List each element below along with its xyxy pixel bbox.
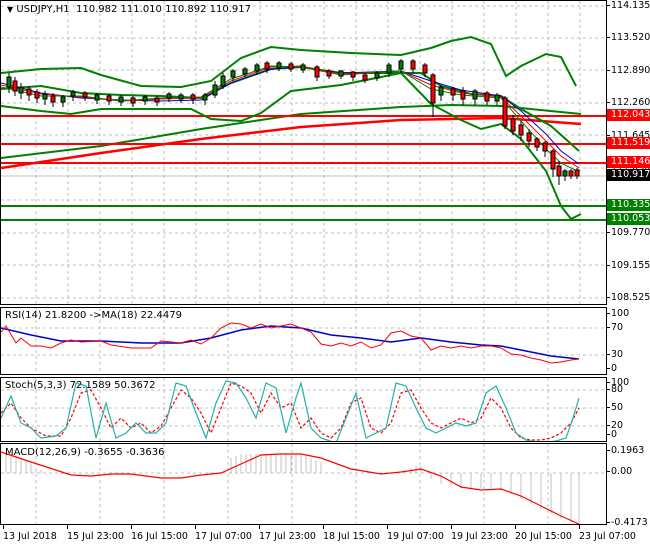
macd-plot (1, 444, 606, 524)
stochastic-panel[interactable]: Stoch(5,3,3) 72.1589 50.3672 (0, 377, 607, 442)
price-tick: 111.645 (606, 130, 650, 141)
level-label-110053: 110.053 (607, 213, 650, 225)
price-tick: 112.890 (606, 65, 650, 76)
rsi-tick: 100 (606, 308, 630, 319)
price-tick: 112.260 (606, 97, 650, 108)
macd-tick: 0.1963 (606, 445, 645, 456)
price-tick: 113.520 (606, 32, 650, 43)
price-plot (1, 1, 606, 304)
rsi-axis: 100 70 30 0 (606, 307, 650, 375)
stoch-plot (1, 378, 606, 441)
rsi-plot (1, 308, 606, 374)
collapse-triangle-icon[interactable]: ▼ (7, 5, 14, 14)
time-tick: 23 Jul 07:00 (579, 531, 636, 542)
time-tick: 18 Jul 15:00 (323, 531, 380, 542)
rsi-tick: 0 (606, 363, 618, 374)
time-tick: 17 Jul 07:00 (195, 531, 252, 542)
macd-tick: -0.4173 (607, 517, 648, 528)
level-label-112043: 112.043 (607, 109, 650, 121)
price-tick: 114.135 (606, 0, 650, 11)
level-label-111519: 111.519 (607, 137, 650, 149)
level-label-111146: 111.146 (607, 156, 650, 168)
current-price-label: 110.917 (607, 169, 650, 181)
time-tick: 19 Jul 07:00 (387, 531, 444, 542)
price-chart-panel[interactable]: ▼ USDJPY,H1 110.982 111.010 110.892 110.… (0, 0, 607, 305)
chart-title: ▼ USDJPY,H1 110.982 111.010 110.892 110.… (7, 4, 251, 15)
time-tick: 16 Jul 15:00 (131, 531, 188, 542)
time-tick: 19 Jul 23:00 (451, 531, 508, 542)
time-tick: 15 Jul 23:00 (67, 531, 124, 542)
symbol-label: USDJPY,H1 (16, 4, 70, 15)
rsi-panel[interactable]: RSI(14) 21.8200 ->MA(18) 22.4479 (0, 307, 607, 375)
stoch-label: Stoch(5,3,3) 72.1589 50.3672 (5, 380, 156, 391)
stoch-tick: 50 (606, 402, 624, 413)
open-value: 110.982 (76, 4, 118, 15)
high-value: 111.010 (120, 4, 162, 15)
level-label-110335: 110.335 (607, 199, 650, 211)
price-tick: 108.525 (606, 292, 650, 303)
close-value: 110.917 (209, 4, 251, 15)
macd-panel[interactable]: MACD(12,26,9) -0.3655 -0.3636 (0, 443, 607, 525)
stoch-tick: 20 (606, 420, 624, 431)
macd-tick: 0.00 (606, 466, 633, 477)
rsi-tick: 30 (606, 349, 624, 360)
low-value: 110.892 (165, 4, 207, 15)
time-tick: 13 Jul 2018 (3, 531, 57, 542)
stoch-tick: 0 (606, 429, 618, 440)
price-tick: 109.155 (606, 260, 650, 271)
price-axis: 114.135 113.520 112.890 112.260 111.645 … (606, 0, 650, 305)
macd-axis: 0.1963 0.00 -0.4173 (606, 443, 650, 528)
stoch-tick: 100 (606, 377, 630, 388)
stoch-axis: 100 80 50 20 0 (606, 377, 650, 442)
time-tick: 17 Jul 23:00 (259, 531, 316, 542)
price-tick: 109.770 (606, 227, 650, 238)
macd-label: MACD(12,26,9) -0.3655 -0.3636 (5, 447, 165, 458)
rsi-label: RSI(14) 21.8200 ->MA(18) 22.4479 (5, 310, 182, 321)
stoch-tick: 80 (606, 384, 624, 395)
time-tick: 20 Jul 15:00 (515, 531, 572, 542)
rsi-tick: 70 (606, 322, 624, 333)
